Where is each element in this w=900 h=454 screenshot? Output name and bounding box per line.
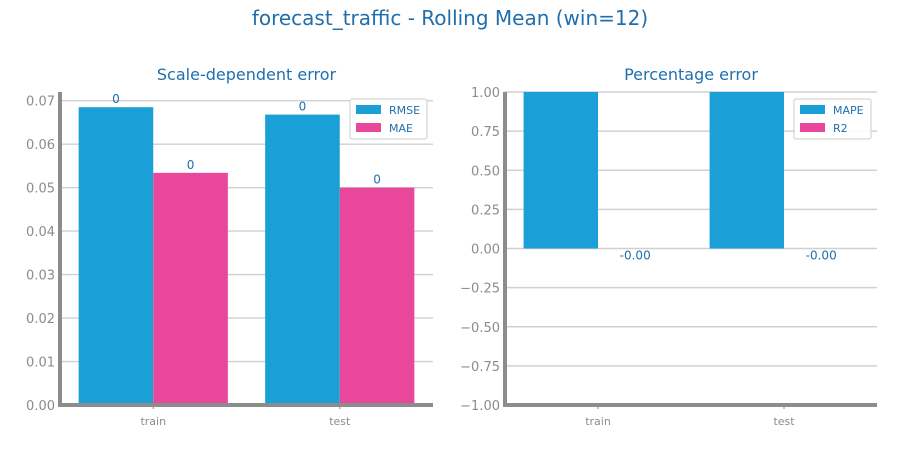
chart-1-ytick-label: 0.07 <box>26 95 55 110</box>
chart-1-legend-label: MAE <box>389 122 413 135</box>
figure-title: forecast_traffic - Rolling Mean (win=12) <box>252 6 648 30</box>
chart-1-data-label: 0 <box>373 173 381 187</box>
chart-2-data-label: -0.00 <box>620 249 651 263</box>
chart-1-bar-mae-train <box>153 172 228 405</box>
chart-2-bar-mape-train <box>523 92 598 249</box>
chart-2-bar-mape-test <box>709 92 784 249</box>
chart-2-legend-swatch-r2 <box>800 123 825 132</box>
chart-1-ytick-label: 0.06 <box>26 138 55 153</box>
chart-2-ytick-label: 1.00 <box>471 86 500 101</box>
chart-2-ytick-label: −0.50 <box>460 321 500 336</box>
chart-2-title: Percentage error <box>624 65 758 84</box>
chart-2-ytick-label: 0.50 <box>471 164 500 179</box>
chart-1-legend-swatch-rmse <box>356 105 381 114</box>
chart-1-xtick-label: test <box>329 415 351 428</box>
chart-1-title: Scale-dependent error <box>157 65 337 84</box>
chart-1-ytick-label: 0.02 <box>26 312 55 327</box>
chart-1-ytick-label: 0.05 <box>26 182 55 197</box>
chart-2-ytick-label: −1.00 <box>460 399 500 414</box>
chart-2-ytick-label: 0.25 <box>471 203 500 218</box>
chart-2-ytick-label: 0.75 <box>471 125 500 140</box>
chart-1-xtick-label: train <box>140 415 166 428</box>
chart-2-legend-swatch-mape <box>800 105 825 114</box>
chart-1-legend-swatch-mae <box>356 123 381 132</box>
chart-2-xtick-label: test <box>773 415 795 428</box>
chart-1-ytick-label: 0.04 <box>26 225 55 240</box>
chart-2-data-label: -0.00 <box>806 249 837 263</box>
chart-1-bar-rmse-test <box>265 114 340 405</box>
chart-2-ytick-label: −0.75 <box>460 360 500 375</box>
chart-2-ytick-label: 0.00 <box>471 243 500 258</box>
chart-2-xtick-label: train <box>585 415 611 428</box>
chart-1-bar-rmse-train <box>78 107 154 406</box>
chart-1-data-label: 0 <box>299 100 307 114</box>
chart-1-ytick-label: 0.00 <box>26 399 55 414</box>
chart-2-legend-label: MAPE <box>833 104 864 117</box>
chart-1-legend-label: RMSE <box>389 104 420 117</box>
chart-1-ytick-label: 0.01 <box>26 356 55 371</box>
chart-1-bar-mae-test <box>339 187 415 405</box>
chart-1-data-label: 0 <box>187 158 195 172</box>
chart-2-ytick-label: −0.25 <box>460 282 500 297</box>
chart-2-legend-label: R2 <box>833 122 848 135</box>
chart-1-ytick-label: 0.03 <box>26 269 55 284</box>
chart-1-data-label: 0 <box>112 92 120 106</box>
